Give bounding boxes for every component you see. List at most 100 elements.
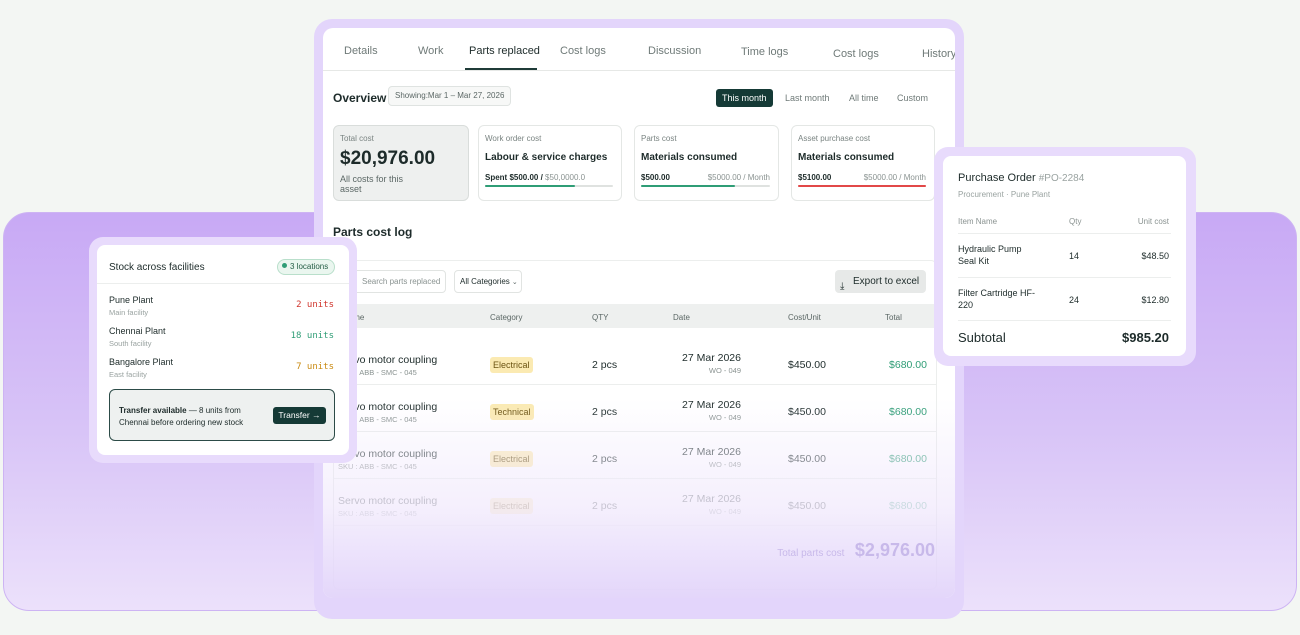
transfer-text: Transfer available — 8 units from Chenna… (119, 406, 244, 427)
part-date: 27 Mar 2026 (682, 493, 741, 505)
part-date: 27 Mar 2026 (682, 446, 741, 458)
row-total: $680.00 (889, 359, 927, 371)
period-custom[interactable]: Custom (897, 93, 929, 103)
parts-cost-head: Materials consumed (641, 152, 738, 163)
parts-cost-card: Parts cost Materials consumed $500.00 $5… (634, 125, 779, 201)
tab-details[interactable]: Details (344, 45, 378, 57)
po-item-unit-cost: $48.50 (1141, 251, 1169, 261)
cost-per-unit: $450.00 (788, 359, 826, 371)
part-sku: SKU : ABB - SMC - 045 (338, 509, 417, 518)
parts-cost-total-value: $2,976.00 (854, 540, 935, 560)
search-placeholder: Search parts replaced (362, 277, 441, 286)
tab-time-logs[interactable]: Time logs (741, 46, 789, 58)
facility-units: 18 units (290, 331, 334, 341)
asset-window-frame: Details Work Parts replaced Cost logs Di… (314, 19, 964, 619)
subtotal-value: $985.20 (1122, 330, 1169, 345)
work-order-spent: Spent $500.00 / $50,0000.0 (485, 173, 586, 182)
parts-cost-spent: $500.00 (641, 173, 670, 182)
part-qty: 2 pcs (592, 359, 618, 371)
facility-item: Chennai Plant South facility 18 units (109, 326, 334, 356)
column-header-qty: Qty (1069, 217, 1082, 226)
part-qty: 2 pcs (592, 500, 618, 512)
row-total: $680.00 (889, 500, 927, 512)
cost-per-unit: $450.00 (788, 406, 826, 418)
parts-cost-budget: $5000.00 / Month (707, 173, 770, 182)
category-badge: Electrical (490, 498, 533, 514)
purchase-order-number: #PO-2284 (1038, 173, 1085, 184)
divider (958, 233, 1171, 234)
purchase-order-subtitle: Procurement · Pune Plant (958, 190, 1051, 199)
facility-item: Pune Plant Main facility 2 units (109, 295, 334, 325)
work-order-ref: WO - 049 (708, 366, 741, 375)
transfer-button[interactable]: Transfer → (273, 407, 326, 424)
part-sku: SKU : ABB - SMC - 045 (338, 368, 417, 377)
parts-cost-log-title: Parts cost log (333, 225, 413, 239)
export-label: Export to excel (853, 276, 920, 287)
export-button[interactable]: ⤓ Export to excel (835, 270, 926, 293)
column-header-total: Total (885, 313, 902, 322)
column-header-category: Category (490, 313, 523, 322)
total-cost-label: Total cost (340, 134, 374, 143)
tab-cost-logs-2[interactable]: Cost logs (833, 48, 879, 60)
status-dot-icon (282, 263, 287, 268)
asset-purchase-cost-card: Asset purchase cost Materials consumed $… (791, 125, 935, 201)
tab-parts-replaced[interactable]: Parts replaced (469, 45, 540, 57)
divider (958, 320, 1171, 321)
part-qty: 2 pcs (592, 453, 618, 465)
parts-cost-total-label: Total parts cost (777, 548, 845, 559)
part-qty: 2 pcs (592, 406, 618, 418)
part-sku: SKU : ABB - SMC - 045 (338, 462, 417, 471)
table-row[interactable]: Servo motor coupling SKU : ABB - SMC - 0… (333, 338, 937, 385)
tab-work[interactable]: Work (418, 45, 444, 57)
row-total: $680.00 (889, 406, 927, 418)
facility-units: 2 units (296, 300, 334, 310)
period-this-month[interactable]: This month (716, 89, 773, 107)
stock-title: Stock across facilities (109, 262, 205, 273)
category-select[interactable]: All Categories ⌄ (454, 270, 522, 293)
tab-discussion[interactable]: Discussion (648, 45, 702, 57)
facility-desc: South facility (109, 339, 152, 348)
table-header: Name Category QTY Date Cost/Unit Total (333, 304, 937, 328)
column-header-cost-unit: Cost/Unit (788, 313, 821, 322)
asset-purchase-cost-label: Asset purchase cost (798, 134, 871, 143)
table-row[interactable]: Servo motor coupling SKU : ABB - SMC - 0… (333, 479, 937, 526)
work-order-ref: WO - 049 (708, 413, 741, 422)
transfer-callout: Transfer available — 8 units from Chenna… (109, 389, 335, 441)
po-item-qty: 24 (1069, 295, 1080, 305)
part-name: Servo motor coupling (338, 354, 438, 366)
asset-purchase-budget: $5000.00 / Month (863, 173, 926, 182)
po-item-name: Hydraulic Pump Seal Kit (958, 244, 1022, 266)
asset-purchase-cost-head: Materials consumed (798, 152, 895, 163)
work-order-cost-card: Work order cost Labour & service charges… (478, 125, 622, 201)
work-order-ref: WO - 049 (708, 460, 741, 469)
total-cost-card: Total cost $20,976.00 All costs for this… (333, 125, 469, 201)
row-total: $680.00 (889, 453, 927, 465)
table-row[interactable]: Servo motor coupling SKU : ABB - SMC - 0… (333, 385, 937, 432)
asset-purchase-spent: $5100.00 (798, 173, 832, 182)
po-item-name: Filter Cartridge HF-220 (958, 288, 1036, 310)
category-badge: Electrical (490, 357, 533, 373)
facility-desc: Main facility (109, 308, 149, 317)
facility-name: Pune Plant (109, 295, 154, 305)
tab-history[interactable]: History (922, 48, 955, 60)
asset-window: Details Work Parts replaced Cost logs Di… (323, 28, 955, 598)
cost-per-unit: $450.00 (788, 500, 826, 512)
table-row[interactable]: Servo motor coupling SKU : ABB - SMC - 0… (333, 432, 937, 479)
part-date: 27 Mar 2026 (682, 352, 741, 364)
cost-per-unit: $450.00 (788, 453, 826, 465)
period-last-month[interactable]: Last month (785, 93, 830, 103)
locations-badge: 3 locations (277, 259, 336, 275)
tab-cost-logs[interactable]: Cost logs (560, 45, 606, 57)
overview-title: Overview (333, 91, 387, 105)
column-header-item-name: Item Name (958, 217, 998, 226)
date-range-pill[interactable]: Showing:Mar 1 – Mar 27, 2026 (388, 86, 512, 106)
facility-desc: East facility (109, 370, 147, 379)
period-all-time[interactable]: All time (849, 93, 879, 103)
download-icon: ⤓ (840, 281, 845, 292)
work-order-cost-label: Work order cost (485, 134, 542, 143)
category-badge: Technical (490, 404, 534, 420)
column-header-qty: QTY (592, 313, 609, 322)
purchase-order-title: Purchase Order #PO-2284 (958, 172, 1085, 184)
po-item-qty: 14 (1069, 251, 1080, 261)
chevron-down-icon: ⌄ (511, 279, 518, 286)
